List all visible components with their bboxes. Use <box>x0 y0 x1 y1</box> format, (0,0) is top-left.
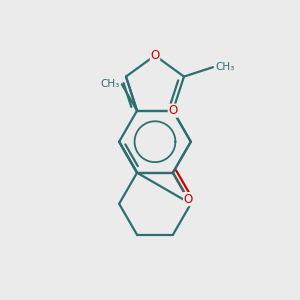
Text: O: O <box>168 104 178 117</box>
Text: O: O <box>150 49 160 62</box>
Text: CH₃: CH₃ <box>100 79 119 89</box>
Text: O: O <box>184 193 193 206</box>
Text: CH₃: CH₃ <box>216 62 235 72</box>
